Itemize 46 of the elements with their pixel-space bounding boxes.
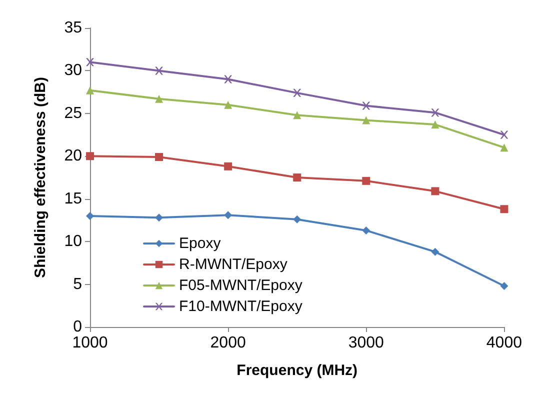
y-tick-label: 30 xyxy=(64,62,82,80)
y-tick-label: 25 xyxy=(64,104,82,122)
point xyxy=(500,205,508,214)
point xyxy=(86,152,94,160)
point xyxy=(86,86,94,94)
legend-label: R-MWNT/Epoxy xyxy=(179,256,288,273)
point xyxy=(293,174,302,182)
y-tick-label: 15 xyxy=(64,190,82,208)
point xyxy=(155,66,164,75)
point xyxy=(362,102,370,110)
legend-label: Epoxy xyxy=(179,235,222,252)
point xyxy=(500,144,508,152)
y-tick-label: 10 xyxy=(64,233,82,250)
point xyxy=(293,215,302,224)
point xyxy=(500,130,508,139)
point xyxy=(155,214,164,222)
point xyxy=(362,176,370,185)
point xyxy=(155,94,164,103)
point xyxy=(293,111,302,120)
point xyxy=(224,211,232,220)
point xyxy=(224,162,232,170)
point xyxy=(293,88,302,97)
point xyxy=(224,100,232,109)
point xyxy=(431,187,440,196)
y-tick-label: 5 xyxy=(73,276,82,293)
point xyxy=(362,116,370,124)
x-tick-label: 4000 xyxy=(486,334,522,352)
legend-label: F10-MWNT/Epoxy xyxy=(179,298,303,315)
point xyxy=(86,212,94,220)
point xyxy=(362,226,370,234)
legend-label: F05-MWNT/Epoxy xyxy=(179,277,303,294)
y-axis-title: Shielding effectiveness (dB) xyxy=(32,77,49,278)
point xyxy=(224,75,232,84)
point xyxy=(155,152,164,161)
point xyxy=(86,58,94,66)
x-tick-label: 2000 xyxy=(210,334,246,352)
point xyxy=(500,282,508,290)
x-tick-label: 1000 xyxy=(72,334,108,352)
y-tick-label: 35 xyxy=(64,20,82,36)
x-tick-label: 3000 xyxy=(348,334,384,352)
point xyxy=(431,248,440,256)
point xyxy=(431,108,440,117)
y-tick-label: 0 xyxy=(73,318,82,336)
point xyxy=(431,120,440,129)
y-tick-label: 20 xyxy=(64,148,82,165)
x-axis-title: Frequency (MHz) xyxy=(236,362,358,379)
